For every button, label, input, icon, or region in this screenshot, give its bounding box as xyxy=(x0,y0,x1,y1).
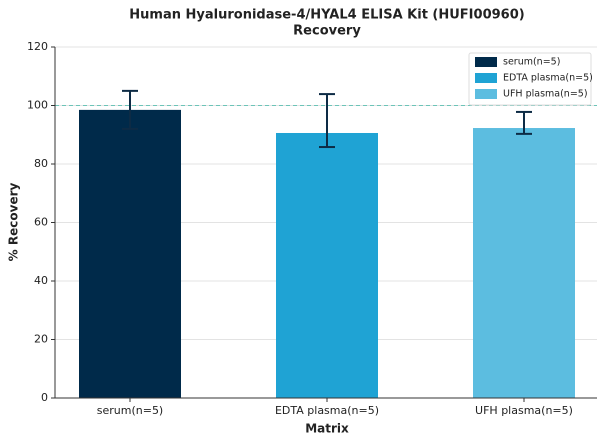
legend-label: UFH plasma(n=5) xyxy=(503,89,588,100)
legend-swatch xyxy=(475,57,497,67)
y-tick-label: 40 xyxy=(34,274,48,287)
x-tick-label: EDTA plasma(n=5) xyxy=(275,404,379,417)
bar xyxy=(79,109,181,398)
chart-title: Human Hyaluronidase-4/HYAL4 ELISA Kit (H… xyxy=(129,8,524,23)
bar xyxy=(276,132,378,398)
x-tick-label: serum(n=5) xyxy=(97,404,163,417)
y-tick-label: 60 xyxy=(34,216,48,229)
legend-label: EDTA plasma(n=5) xyxy=(503,73,593,84)
y-tick-label: 100 xyxy=(27,99,48,112)
error-bar xyxy=(319,93,335,149)
x-tick-label: UFH plasma(n=5) xyxy=(475,404,573,417)
error-bar xyxy=(516,110,532,135)
y-tick-label: 120 xyxy=(27,40,48,53)
legend-swatch xyxy=(475,73,497,83)
x-axis-label: Matrix xyxy=(305,422,349,436)
error-bar xyxy=(122,89,138,130)
legend-box xyxy=(468,52,592,106)
y-tick-label: 0 xyxy=(41,391,48,404)
y-tick-label: 80 xyxy=(34,157,48,170)
legend-label: serum(n=5) xyxy=(503,57,560,68)
chart-subtitle: Recovery xyxy=(293,24,361,39)
bar xyxy=(473,128,575,398)
y-axis-label: % Recovery xyxy=(7,183,21,262)
legend-swatch xyxy=(475,89,497,99)
y-tick-label: 20 xyxy=(34,333,48,346)
